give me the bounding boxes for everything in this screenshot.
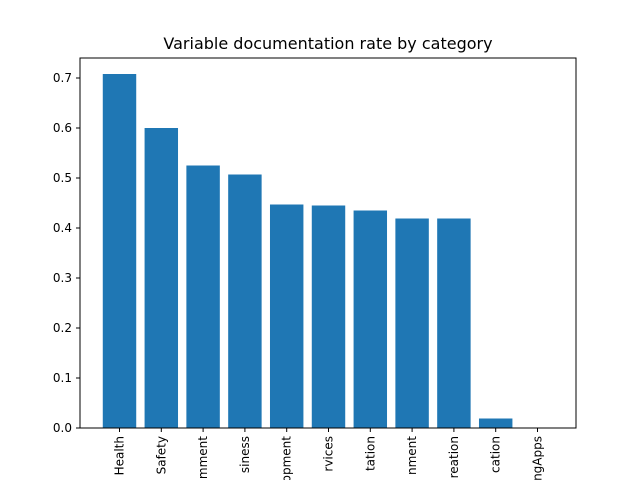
bar bbox=[437, 218, 471, 428]
x-tick-label: Health bbox=[113, 436, 127, 475]
y-tick-label: 0.2 bbox=[53, 321, 72, 335]
y-tick-label: 0.7 bbox=[53, 71, 72, 85]
bar bbox=[478, 418, 513, 428]
chart-title: Variable documentation rate by category bbox=[163, 34, 492, 53]
y-tick-label: 0.6 bbox=[53, 121, 72, 135]
y-tick-label: 0.0 bbox=[53, 421, 72, 435]
bar bbox=[269, 204, 304, 428]
y-axis: 0.0 0.1 0.2 0.3 0.4 0.5 0.6 0.7 bbox=[53, 71, 80, 435]
plot-frame bbox=[79, 57, 577, 429]
bar bbox=[228, 174, 262, 428]
bar bbox=[144, 128, 179, 428]
bar bbox=[353, 210, 388, 428]
y-tick-label: 0.5 bbox=[53, 171, 72, 185]
x-tick-label: Safety bbox=[154, 436, 168, 474]
x-tick-label: siness bbox=[238, 436, 252, 473]
y-tick-label: 0.1 bbox=[53, 371, 72, 385]
x-axis: Health Safety mment siness opment rvices tatio… bbox=[113, 428, 545, 480]
x-tick-label: ngApps bbox=[531, 436, 545, 480]
bar bbox=[186, 165, 220, 428]
x-tick-label: nment bbox=[405, 436, 419, 475]
x-tick-label: tation bbox=[363, 436, 377, 471]
bar bbox=[311, 205, 346, 428]
bar bbox=[102, 74, 137, 428]
bars-group bbox=[102, 74, 513, 428]
x-tick-label: mment bbox=[196, 436, 210, 479]
y-tick-label: 0.4 bbox=[53, 221, 72, 235]
x-tick-label: cation bbox=[489, 436, 503, 473]
x-tick-label: reation bbox=[447, 436, 461, 478]
bar bbox=[395, 218, 429, 428]
y-tick-label: 0.3 bbox=[53, 271, 72, 285]
x-tick-label: rvices bbox=[322, 436, 336, 472]
x-tick-label: opment bbox=[280, 436, 294, 480]
